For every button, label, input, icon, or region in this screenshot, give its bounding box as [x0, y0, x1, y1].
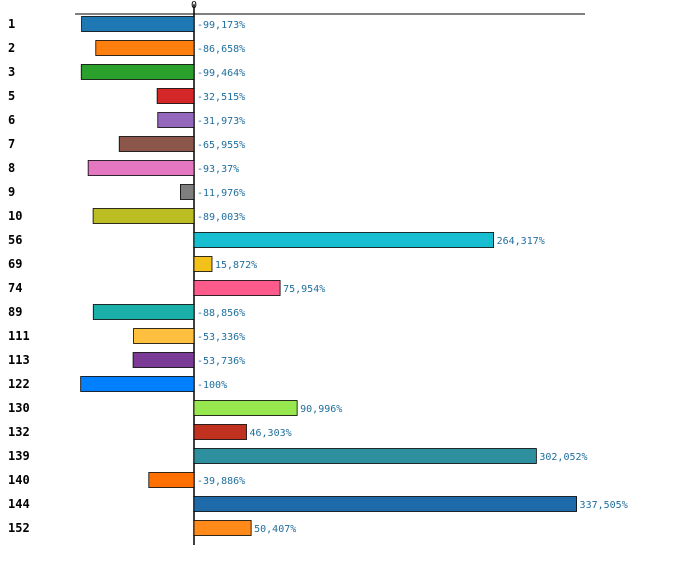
bar	[193, 424, 247, 440]
value-label: 90,996%	[300, 404, 342, 415]
category-label: 8	[8, 161, 15, 175]
bar	[87, 160, 195, 176]
bar	[132, 352, 195, 368]
category-label: 1	[8, 17, 15, 31]
bar	[80, 64, 195, 80]
bar	[193, 520, 252, 536]
bar	[81, 16, 195, 32]
value-label: -99,464%	[197, 68, 245, 79]
bar	[133, 328, 195, 344]
value-label: -65,955%	[197, 140, 245, 151]
value-label: 50,407%	[254, 524, 296, 535]
bar	[193, 232, 495, 248]
category-label: 5	[8, 89, 15, 103]
bar	[80, 376, 195, 392]
bar	[193, 256, 213, 272]
bar	[118, 136, 195, 152]
category-label: 69	[8, 257, 22, 271]
category-label: 6	[8, 113, 15, 127]
value-label: -93,37%	[197, 164, 239, 175]
bar	[95, 40, 195, 56]
category-label: 3	[8, 65, 15, 79]
value-label: -99,173%	[197, 20, 245, 31]
category-label: 2	[8, 41, 15, 55]
value-label: -53,736%	[197, 356, 245, 367]
category-label: 140	[8, 473, 30, 487]
axis-zero-tick-label: 0	[191, 0, 197, 11]
bar	[193, 400, 298, 416]
value-label: 46,303%	[249, 428, 291, 439]
category-label: 10	[8, 209, 22, 223]
category-label: 113	[8, 353, 30, 367]
value-label: -11,976%	[197, 188, 245, 199]
category-label: 56	[8, 233, 22, 247]
value-label: -86,658%	[197, 44, 245, 55]
bar	[156, 88, 195, 104]
value-label: 337,505%	[580, 500, 628, 511]
category-label: 111	[8, 329, 30, 343]
category-label: 152	[8, 521, 30, 535]
bar	[148, 472, 195, 488]
bar	[92, 304, 195, 320]
category-label: 122	[8, 377, 30, 391]
bar	[193, 280, 281, 296]
value-label: -31,973%	[197, 116, 245, 127]
value-label: 75,954%	[283, 284, 325, 295]
value-label: -39,886%	[197, 476, 245, 487]
category-label: 9	[8, 185, 15, 199]
value-label: 264,317%	[497, 236, 545, 247]
value-label: 15,872%	[215, 260, 257, 271]
category-label: 130	[8, 401, 30, 415]
category-label: 139	[8, 449, 30, 463]
bar	[157, 112, 195, 128]
bar	[193, 448, 537, 464]
value-label: -32,515%	[197, 92, 245, 103]
category-label: 144	[8, 497, 30, 511]
bar	[193, 496, 577, 512]
category-label: 89	[8, 305, 22, 319]
value-label: -88,856%	[197, 308, 245, 319]
category-label: 7	[8, 137, 15, 151]
value-label: -89,003%	[197, 212, 245, 223]
value-label: 302,052%	[539, 452, 587, 463]
bar	[180, 184, 195, 200]
bars-group: 1 -99,173% 2 -86,658% 3 -99,464% 5 -32,515% 6 -31…	[8, 16, 628, 536]
category-label: 74	[8, 281, 22, 295]
category-label: 132	[8, 425, 30, 439]
value-label: -100%	[197, 380, 227, 391]
bar	[92, 208, 195, 224]
value-label: -53,336%	[197, 332, 245, 343]
